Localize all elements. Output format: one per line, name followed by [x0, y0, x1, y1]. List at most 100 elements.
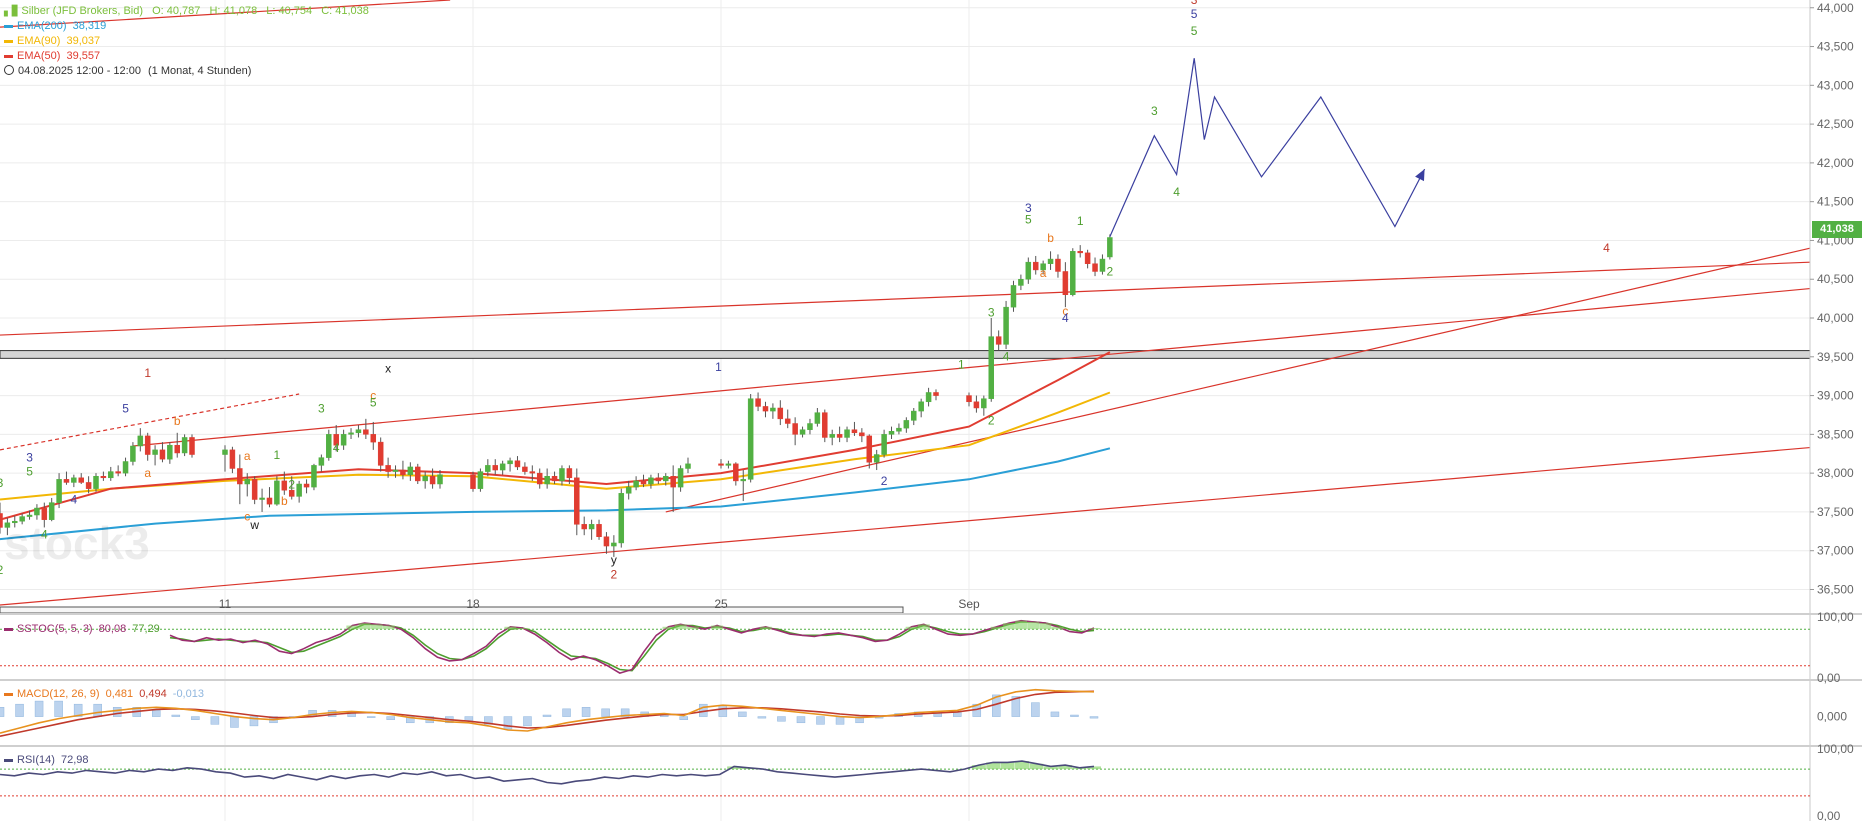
price-tick-label: 36,500	[1817, 582, 1854, 596]
candle-body	[807, 423, 813, 430]
stoch-overbought-fill	[711, 625, 724, 630]
candle-body	[814, 412, 821, 424]
last-price-badge: 41,038	[1812, 221, 1862, 238]
stoch-legend[interactable]: SSTOC(5, 5, 3) 80,08 77,29	[4, 623, 160, 635]
candle-body	[973, 401, 980, 409]
candle-body	[281, 480, 288, 491]
macd-hist-bar	[757, 716, 767, 719]
candle	[56, 473, 62, 509]
clock-icon	[4, 65, 14, 75]
stoch-swatch	[4, 627, 13, 631]
trendline	[0, 446, 1811, 606]
candle-body	[1070, 251, 1076, 295]
ema50-swatch	[4, 54, 13, 58]
legend-row-ema50[interactable]: EMA(50) 39,557	[4, 49, 369, 64]
wave-label: 2	[881, 474, 888, 488]
rsi-label: RSI(14)	[17, 754, 55, 766]
candle	[981, 395, 987, 416]
wave-label: 3	[988, 305, 995, 319]
stoch-overbought-fill	[382, 625, 395, 630]
candle	[48, 497, 55, 522]
candle-body	[93, 475, 99, 489]
candle	[492, 459, 498, 475]
candle-body	[152, 449, 158, 455]
macd-hist-bar	[15, 703, 24, 717]
price-tick-label: 37,500	[1817, 505, 1854, 519]
candle	[19, 513, 25, 525]
stoch-overbought-fill	[1015, 620, 1028, 630]
candle-body	[918, 401, 924, 412]
rsi-overbought-fill	[986, 762, 1001, 770]
candle-body	[189, 437, 195, 455]
candle	[318, 454, 325, 472]
candle	[1032, 255, 1039, 275]
legend-row-ema200[interactable]: EMA(200) 38,319	[4, 19, 369, 34]
ema50-label: EMA(50)	[17, 50, 61, 62]
candle-body	[499, 463, 506, 471]
candle	[311, 463, 317, 491]
stoch-overbought-fill	[1051, 626, 1064, 630]
candle-body	[311, 465, 317, 488]
candle	[1047, 251, 1054, 270]
legend-row-ema90[interactable]: EMA(90) 39,037	[4, 34, 369, 49]
candle	[648, 474, 654, 489]
grid	[0, 0, 1810, 821]
candle	[237, 454, 243, 505]
wave-label: 1	[715, 360, 722, 374]
candle-body	[407, 466, 414, 475]
rsi-overbought-fill	[1058, 765, 1073, 770]
candle-body	[888, 431, 895, 435]
candle	[259, 488, 265, 512]
candle-body	[1010, 285, 1017, 308]
candle-body	[581, 524, 587, 530]
candle-body	[625, 486, 632, 494]
candle-body	[477, 471, 484, 489]
macd-hist-bar	[1031, 702, 1040, 717]
watermark: stock3	[4, 517, 150, 569]
candle	[814, 407, 821, 427]
wave-labels: 32354451abacw1b234xc5y212123435abc412343…	[0, 0, 1610, 582]
candle-body	[167, 444, 173, 460]
candle	[755, 392, 761, 412]
stoch-overbought-fill	[686, 626, 699, 630]
candle-body	[492, 465, 498, 471]
candle-body	[274, 480, 280, 505]
price-tick-label: 38,500	[1817, 427, 1854, 441]
macd-value-3: -0,013	[172, 688, 204, 700]
candle	[93, 473, 99, 492]
candle	[485, 459, 491, 477]
macd-legend[interactable]: MACD(12, 26, 9) 0,481 0,494 -0,013	[4, 688, 204, 700]
wave-label: 5	[1191, 24, 1198, 38]
candle-body	[26, 514, 33, 517]
candle	[995, 330, 1002, 351]
candle-body	[355, 429, 362, 434]
wave-label: b	[1047, 231, 1054, 245]
legend-row-time: 04.08.2025 12:00 - 12:00 (1 Monat, 4 Stu…	[4, 64, 369, 79]
candle	[288, 476, 295, 500]
candle-body	[1084, 252, 1091, 264]
candle	[122, 457, 129, 477]
candle	[340, 429, 347, 450]
wave-label: c	[1062, 304, 1068, 318]
price-tick-label: 43,500	[1817, 40, 1854, 54]
candle-body	[859, 432, 865, 437]
candle-body	[822, 412, 828, 438]
stoch-overbought-fill	[504, 626, 517, 630]
macd-hist-bar	[93, 703, 102, 717]
candle	[0, 502, 3, 534]
candle	[966, 392, 972, 407]
rsi-swatch	[4, 758, 13, 762]
candle-body	[844, 429, 850, 438]
candle-body	[829, 434, 835, 438]
rsi-legend[interactable]: RSI(14) 72,98	[4, 754, 89, 766]
candle	[640, 474, 647, 488]
candle-body	[733, 463, 739, 482]
candle-body	[78, 477, 84, 483]
candle	[762, 401, 769, 418]
candle	[34, 504, 40, 520]
candle-body	[522, 466, 528, 472]
chart-type-icon[interactable]: ▖▊	[4, 6, 20, 17]
candle	[740, 470, 746, 502]
macd-hist-bar	[366, 716, 376, 718]
